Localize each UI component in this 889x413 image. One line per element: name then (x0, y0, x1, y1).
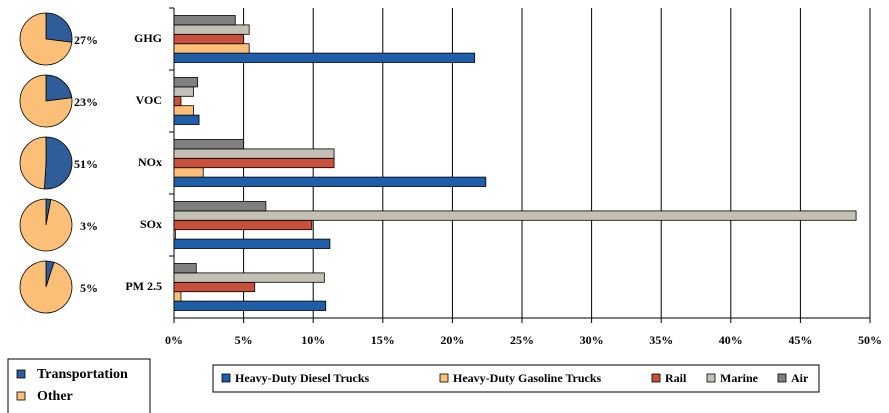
pie-legend-box (7, 358, 151, 413)
pie-slice (19, 136, 47, 190)
pie-slice (45, 74, 73, 102)
bar (173, 229, 176, 240)
pie-slice (43, 136, 73, 190)
legend-swatch (439, 373, 449, 383)
bar (173, 167, 204, 178)
bar (173, 77, 199, 88)
x-tick-label: 20% (440, 333, 464, 347)
pie-slice (19, 198, 73, 252)
legend-swatch (651, 373, 661, 383)
legend-swatch (777, 373, 787, 383)
bar (173, 15, 236, 26)
x-tick-label: 5% (235, 333, 253, 347)
pie-value-label: 3% (80, 219, 98, 233)
x-tick-label: 10% (301, 333, 325, 347)
bar (173, 176, 487, 187)
legend-label: Heavy-Duty Gasoline Trucks (453, 371, 602, 385)
x-tick-label: 0% (165, 333, 183, 347)
legend-swatch (221, 373, 231, 383)
bar (173, 210, 857, 221)
pie-slice (19, 260, 73, 314)
y-tick-label: NOx (138, 155, 162, 169)
pie-slice (19, 12, 73, 66)
pie-value-label: 5% (80, 281, 98, 295)
bar (173, 157, 335, 169)
bar (173, 148, 335, 159)
y-tick-label: PM 2.5 (125, 279, 162, 293)
bar (173, 291, 182, 302)
legend-box (212, 364, 820, 393)
bar (173, 201, 267, 212)
bar (173, 43, 250, 54)
bar (173, 105, 194, 116)
bar (173, 86, 194, 97)
bar (173, 24, 250, 35)
x-tick-label: 50% (858, 333, 882, 347)
y-tick-label: GHG (134, 31, 162, 45)
bar (173, 300, 327, 311)
x-tick-label: 25% (510, 333, 534, 347)
pie-slice (45, 12, 73, 43)
y-tick-label: VOC (136, 93, 162, 107)
bar (173, 238, 331, 249)
legend-label: Other (37, 389, 73, 404)
bar (173, 52, 476, 63)
bar (173, 263, 197, 274)
bar (173, 114, 200, 125)
pie-value-label: 51% (74, 157, 98, 171)
x-tick-label: 35% (649, 333, 673, 347)
x-tick-label: 15% (371, 333, 395, 347)
y-tick-label: SOx (140, 217, 162, 231)
x-tick-label: 30% (580, 333, 604, 347)
pie-value-label: 27% (74, 33, 98, 47)
legend-swatch (706, 373, 716, 383)
bar (173, 33, 244, 45)
pie-value-label: 23% (74, 95, 98, 109)
bar (173, 281, 256, 293)
bar (173, 219, 313, 231)
legend-label: Heavy-Duty Diesel Trucks (235, 371, 370, 385)
bar (173, 139, 244, 150)
bar (173, 95, 182, 107)
legend-label: Marine (720, 371, 759, 385)
legend-swatch (16, 369, 26, 379)
bar (173, 272, 325, 283)
x-tick-label: 40% (719, 333, 743, 347)
legend-swatch (16, 391, 26, 401)
x-tick-label: 45% (788, 333, 812, 347)
pie-slice (19, 74, 73, 128)
legend-label: Air (791, 371, 809, 385)
legend-label: Transportation (37, 367, 128, 382)
legend-label: Rail (665, 371, 687, 385)
